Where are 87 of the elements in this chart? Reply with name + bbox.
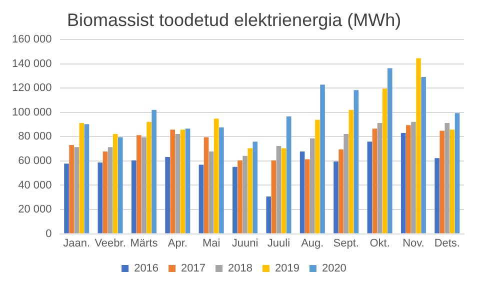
x-tick-label: Aug. <box>301 237 324 250</box>
bar <box>434 158 440 234</box>
bar <box>454 113 460 234</box>
bar <box>320 84 325 234</box>
bar <box>334 161 338 234</box>
bar <box>108 147 113 234</box>
y-tick-label: 120 000 <box>12 82 52 94</box>
y-tick-label: 20 000 <box>18 204 52 216</box>
legend-label: 2016 <box>134 262 159 275</box>
bar <box>450 130 455 234</box>
legend-label: 2017 <box>181 262 206 275</box>
x-tick-label: Juuli <box>267 237 290 250</box>
bar <box>232 166 238 234</box>
bar <box>440 130 445 234</box>
bar <box>276 146 282 234</box>
bar <box>208 152 214 234</box>
y-tick-label: 0 <box>46 228 52 240</box>
bar <box>219 127 224 234</box>
bar <box>180 130 186 234</box>
bar <box>79 122 84 234</box>
bar <box>372 128 378 234</box>
bar <box>198 164 204 234</box>
legend-label: 2018 <box>228 262 252 275</box>
bar <box>266 196 272 234</box>
bar <box>165 156 170 234</box>
bar <box>118 137 123 234</box>
y-tick-label: 140 000 <box>12 58 52 70</box>
bar <box>344 134 348 234</box>
bar <box>170 130 176 234</box>
bar <box>400 132 406 234</box>
bar <box>84 124 90 234</box>
bar <box>112 134 118 234</box>
x-tick-label: Veebr. <box>94 237 126 250</box>
bar <box>387 68 392 234</box>
y-tick-label: 80 000 <box>18 130 52 143</box>
bar <box>421 76 426 234</box>
y-tick-label: 100 000 <box>12 106 52 118</box>
bar <box>74 147 80 234</box>
bar <box>338 149 344 234</box>
bar <box>411 122 416 234</box>
chart-title: Biomassist toodetud elektrienergia (MWh) <box>66 10 402 30</box>
bar <box>286 116 292 234</box>
bar <box>185 128 190 234</box>
bar <box>315 120 320 234</box>
bar <box>367 142 372 234</box>
bar <box>102 152 108 234</box>
bar <box>152 110 156 234</box>
bar <box>377 122 382 234</box>
bar <box>146 122 152 234</box>
bar <box>444 122 450 234</box>
x-tick-label: Mai <box>202 237 220 250</box>
bar <box>271 160 276 234</box>
bar <box>242 156 248 234</box>
bar <box>214 118 219 234</box>
bar <box>238 160 242 234</box>
bar <box>131 160 136 234</box>
y-tick-label: 60 000 <box>18 155 52 168</box>
legend-label: 2019 <box>274 262 300 275</box>
bar <box>136 135 142 234</box>
bar <box>98 162 103 234</box>
bar <box>204 137 209 234</box>
x-tick-label: Jaan. <box>63 237 90 250</box>
bar <box>252 142 258 234</box>
bar <box>281 148 286 234</box>
bar <box>348 110 354 234</box>
bar <box>304 159 310 234</box>
bar <box>416 58 421 234</box>
bar <box>300 152 305 234</box>
x-tick-label: Juuni <box>232 237 258 250</box>
x-tick-label: Sept. <box>333 237 359 250</box>
bar <box>406 125 411 234</box>
x-tick-label: Apr. <box>168 237 188 250</box>
x-tick-label: Okt. <box>370 237 390 250</box>
bar <box>142 137 146 234</box>
bar <box>354 90 359 234</box>
bar <box>175 134 180 234</box>
x-tick-label: Märts <box>130 237 158 250</box>
bar <box>64 164 69 234</box>
bar <box>310 138 315 234</box>
bar <box>248 148 252 234</box>
y-tick-label: 160 000 <box>12 34 52 46</box>
y-tick-label: 40 000 <box>18 179 52 192</box>
x-tick-label: Dets. <box>434 237 460 250</box>
x-tick-label: Nov. <box>402 237 424 250</box>
legend-label: 2020 <box>322 262 346 275</box>
bar <box>382 88 388 234</box>
bar <box>69 144 74 234</box>
